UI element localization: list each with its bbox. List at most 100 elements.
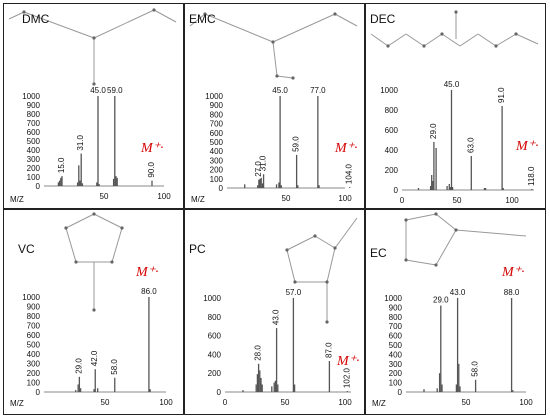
y-tick-label: 800 — [208, 313, 222, 322]
y-tick-label: 700 — [27, 322, 41, 331]
atom-dot — [275, 74, 279, 78]
peak-label: 104.0 — [345, 164, 354, 185]
atom-dot — [92, 82, 96, 86]
molecule-structure — [370, 10, 539, 48]
y-tick-label: 700 — [210, 120, 224, 129]
atom-dot — [404, 218, 408, 222]
panel-dmc: 0 100 200 300 400 500 600 700 800 900 1000 50 100 M/Z… — [3, 3, 184, 209]
x-axis-label: M/Z — [372, 399, 386, 408]
bond-line — [477, 33, 497, 47]
y-tick-label: 600 — [27, 331, 41, 340]
x-tick-label: 100 — [505, 196, 519, 205]
y-tick-label: 600 — [389, 332, 403, 341]
molecular-ion-annotation: M⁺· — [337, 354, 360, 369]
bond-line — [455, 229, 527, 237]
x-tick-label: 100 — [519, 398, 533, 407]
atom-dot — [74, 260, 78, 264]
bond-line — [334, 217, 358, 249]
molecular-ion-annotation: M⁺· — [141, 141, 164, 156]
atom-dot — [285, 248, 289, 252]
bond-line — [23, 11, 95, 39]
atom-dot — [22, 10, 26, 14]
peak-label: 29.0 — [74, 358, 83, 374]
peak-label: 87.0 — [324, 342, 333, 358]
y-tick-label: 300 — [210, 156, 224, 165]
molecular-ion-annotation: M⁺· — [335, 141, 358, 156]
atom-dot — [92, 212, 96, 216]
x-tick-label: 50 — [462, 398, 471, 407]
y-tick-label: 800 — [27, 312, 41, 321]
panel-dec: 0 200 400 600 800 1000 0 50 100 29.0 45.0 63.0 91.0 1… — [365, 3, 546, 209]
y-tick-label: 400 — [27, 146, 41, 155]
atom-dot — [291, 76, 295, 80]
y-tick-label: 400 — [208, 350, 222, 359]
x-tick-label: 100 — [159, 398, 173, 407]
compound-name: DMC — [22, 12, 50, 26]
atom-dot — [333, 12, 337, 16]
atom-dot — [92, 308, 96, 312]
atom-dot — [514, 32, 518, 36]
peak-label: 63.0 — [466, 137, 475, 153]
bond-line — [441, 33, 461, 47]
y-tick-label: 300 — [27, 155, 41, 164]
y-tick-label: 400 — [210, 147, 224, 156]
atom-dot — [203, 12, 207, 16]
panel-pc: 0 200 400 600 800 1000 0 50 100 28.0 43.0 57.0 87.0 1… — [184, 209, 365, 415]
atom-dot — [313, 234, 317, 238]
bond-line — [93, 213, 123, 229]
atom-dot — [325, 280, 329, 284]
peak-label: 57.0 — [286, 288, 302, 297]
bond-line — [272, 41, 278, 77]
bond-line — [459, 33, 479, 47]
bond-line — [276, 75, 294, 79]
y-tick-label: 800 — [389, 313, 403, 322]
x-tick-label: 50 — [453, 196, 462, 205]
y-tick-label: 600 — [208, 332, 222, 341]
bond-line — [8, 11, 25, 20]
y-tick-label: 1000 — [22, 293, 40, 302]
y-tick-label: 200 — [389, 369, 403, 378]
x-tick-label: 50 — [282, 194, 291, 203]
y-tick-label: 200 — [210, 166, 224, 175]
y-tick-label: 700 — [389, 322, 403, 331]
atom-dot — [422, 44, 426, 48]
y-tick-label: 900 — [389, 303, 403, 312]
peak-label: 58.0 — [110, 359, 119, 375]
panel-ec: 0 100 200 300 400 500 600 700 800 900 1000 50 100 M/Z… — [365, 209, 546, 415]
bond-line — [65, 227, 77, 263]
x-axis-label: M/Z — [10, 195, 24, 204]
atom-dot — [271, 40, 275, 44]
bond-line — [111, 227, 123, 263]
x-tick-label: 50 — [101, 398, 110, 407]
y-tick-label: 0 — [217, 388, 222, 397]
peak-label: 59.0 — [292, 136, 301, 152]
atom-dot — [404, 258, 408, 262]
atom-dot — [325, 320, 329, 324]
atom-dot — [434, 212, 438, 216]
x-tick-label: 100 — [157, 192, 171, 201]
y-tick-label: 0 — [219, 184, 224, 193]
compound-name: PC — [189, 242, 206, 256]
y-tick-label: 100 — [27, 379, 41, 388]
bond-line — [314, 235, 336, 249]
y-tick-label: 900 — [27, 101, 41, 110]
peak-label: 45.0 — [272, 86, 288, 95]
atom-dot — [454, 228, 458, 232]
atom-dot — [293, 280, 297, 284]
y-tick-label: 100 — [27, 173, 41, 182]
x-tick-label: 50 — [281, 398, 290, 407]
bond-line — [272, 13, 336, 43]
peak-label: 45.0 — [90, 86, 106, 95]
x-tick-label: 50 — [100, 192, 109, 201]
bond-line — [326, 247, 336, 283]
x-axis-label: M/Z — [191, 195, 205, 204]
spectrum-plot: 0 200 400 600 800 1000 0 50 100 28.0 43.0 57.0 87.0 1… — [203, 217, 358, 407]
bond-line — [405, 213, 437, 221]
peak-label: 77.0 — [310, 86, 326, 95]
y-tick-label: 700 — [27, 119, 41, 128]
compound-name: DEC — [370, 12, 396, 26]
atom-dot — [64, 226, 68, 230]
